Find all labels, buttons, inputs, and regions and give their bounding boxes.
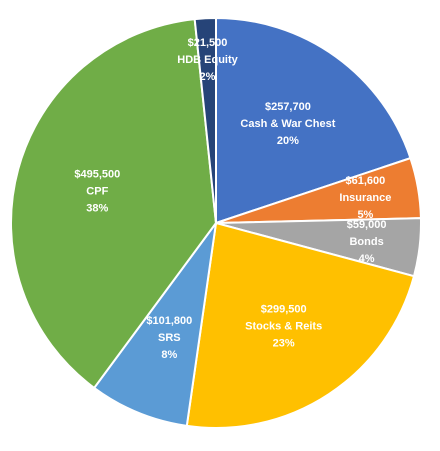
data-label-pct-cash-and-war-chest: 20% [277, 135, 299, 147]
pie-slice-stocks-and-reits [185, 221, 416, 429]
data-label-value-cpf: $495,500 [74, 169, 120, 181]
data-label-pct-hdb-equity: 2% [200, 71, 216, 83]
data-label-value-cash-and-war-chest: $257,700 [265, 101, 311, 113]
data-label-name-insurance: Insurance [339, 192, 391, 204]
data-label-pct-insurance: 5% [357, 209, 373, 221]
pie-labels: $257,700 Cash & War Chest 20% $61,600 Insura… [74, 37, 391, 361]
pie-slice-srs [92, 222, 217, 428]
data-label-pct-stocks-and-reits: 23% [273, 338, 295, 350]
pie-slice-cash-and-war-chest [215, 16, 412, 225]
data-label-name-hdb-equity: HDB Equity [177, 54, 238, 66]
data-label-pct-cpf: 38% [86, 203, 108, 215]
data-label-value-insurance: $61,600 [346, 175, 386, 187]
data-label-name-srs: SRS [158, 332, 181, 344]
data-label-name-bonds: Bonds [349, 236, 383, 248]
data-label-name-cash-and-war-chest: Cash & War Chest [240, 118, 335, 130]
pie-slices [10, 16, 422, 429]
data-label-value-srs: $101,800 [146, 315, 192, 327]
data-label-pct-srs: 8% [161, 349, 177, 361]
data-label-name-cpf: CPF [86, 186, 108, 198]
data-label-value-bonds: $59,000 [347, 219, 387, 231]
data-label-name-stocks-and-reits: Stocks & Reits [245, 321, 322, 333]
pie-slice-cpf [10, 18, 218, 390]
data-label-value-hdb-equity: $21,500 [188, 37, 228, 49]
data-label-value-stocks-and-reits: $299,500 [261, 304, 307, 316]
data-label-pct-bonds: 4% [359, 253, 375, 265]
pie-slice-hdb-equity [193, 16, 217, 224]
